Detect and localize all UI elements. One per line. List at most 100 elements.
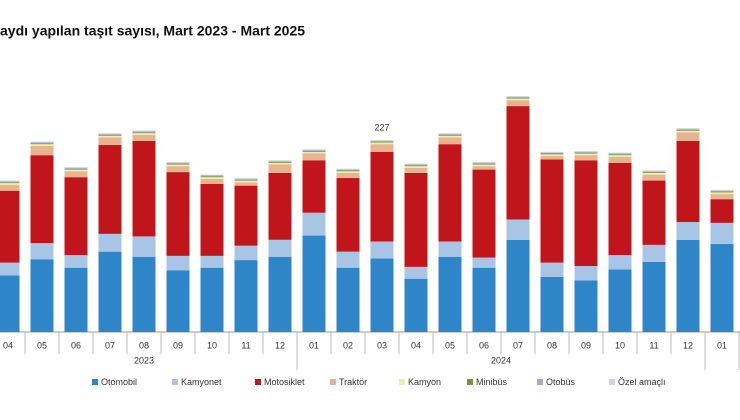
bar-segment	[472, 166, 496, 170]
bar-segment	[336, 178, 360, 252]
bar-segment	[472, 257, 496, 268]
bar-segment	[608, 162, 632, 256]
bar-segment	[676, 130, 700, 133]
bar-segment	[540, 152, 564, 154]
bar-segment	[98, 133, 122, 135]
bar-segment	[234, 178, 258, 180]
bar-segment	[0, 190, 20, 263]
bar-segment	[166, 270, 190, 332]
bar-segment	[506, 98, 530, 101]
x-tick-label: 08	[547, 340, 557, 350]
bar-segment	[404, 165, 428, 167]
bar-segment	[30, 142, 54, 144]
bar-segment	[234, 245, 258, 261]
x-tick-label: 01	[717, 340, 727, 350]
year-label: 2024	[491, 355, 511, 365]
bar-segment	[30, 259, 54, 332]
bar-segment	[30, 141, 54, 143]
bar-segment	[540, 154, 564, 157]
bar-segment	[404, 166, 428, 168]
bar-segment	[132, 131, 156, 133]
bar-segment	[98, 233, 122, 252]
bar-segment	[404, 266, 428, 279]
chart-title: aydı yapılan taşıt sayısı, Mart 2023 - M…	[0, 23, 305, 39]
bar-segment	[268, 161, 292, 163]
x-tick-label: 01	[309, 340, 319, 350]
bar-segment	[98, 145, 122, 234]
bar-segment	[98, 134, 122, 136]
bar-segment	[438, 133, 462, 135]
bar-segment	[268, 162, 292, 165]
bar-segment	[30, 155, 54, 244]
bar-segment	[166, 163, 190, 165]
bar-segment	[642, 180, 666, 245]
bar-segment	[0, 275, 20, 332]
bar-segment	[370, 142, 394, 145]
bar-segment	[574, 280, 598, 332]
bar-segment	[676, 128, 700, 130]
bar-segment	[676, 129, 700, 131]
bar-segment	[642, 170, 666, 172]
bar-segment	[676, 140, 700, 223]
bar-segment	[506, 106, 530, 220]
x-tick-label: 03	[377, 340, 387, 350]
bar-segment	[574, 150, 598, 152]
bar-segment	[608, 156, 632, 163]
bar-segment	[166, 172, 190, 256]
bar-segment	[642, 174, 666, 181]
bar-segment	[234, 260, 258, 332]
legend-swatch	[609, 379, 615, 385]
bar-segment	[302, 151, 326, 154]
bar-segment	[370, 258, 394, 332]
x-tick-label: 11	[241, 340, 250, 350]
bar-segment	[234, 182, 258, 186]
bar-segment	[30, 243, 54, 260]
bar-segment	[336, 267, 360, 332]
bar-segment	[710, 222, 734, 245]
bar-segment	[0, 181, 20, 183]
bar-segment	[200, 175, 224, 177]
legend-label: Kamyonet	[181, 377, 222, 387]
x-tick-label: 06	[479, 340, 489, 350]
bar-segment	[336, 251, 360, 268]
bar-segment	[64, 255, 88, 268]
legend-label: Özel amaçlı	[618, 377, 666, 387]
bar-segment	[676, 239, 700, 332]
bar-segment	[404, 164, 428, 166]
bar-segment	[200, 177, 224, 179]
bar-segment	[98, 135, 122, 138]
bar-segment	[370, 141, 394, 143]
bar-segment	[472, 169, 496, 258]
bar-segment	[268, 172, 292, 240]
bar-segment	[574, 153, 598, 156]
bar-segment	[302, 153, 326, 161]
bar-segment	[472, 161, 496, 163]
bar-segment	[438, 256, 462, 332]
bar-segment	[642, 172, 666, 173]
x-tick-label: 09	[581, 340, 591, 350]
bar-segment	[200, 183, 224, 256]
x-tick-label: 12	[275, 340, 285, 350]
bar-segment	[676, 132, 700, 141]
bar-segment	[370, 151, 394, 242]
legend-swatch	[330, 379, 336, 385]
bar-segment	[0, 184, 20, 191]
bar-segment	[336, 170, 360, 172]
bar-segment	[302, 150, 326, 151]
bar-segment	[268, 164, 292, 173]
bar-segment	[64, 169, 88, 172]
bar-segment	[302, 235, 326, 332]
bar-segment	[438, 134, 462, 136]
bar-segment	[404, 163, 428, 165]
bar-segment	[336, 168, 360, 170]
x-tick-label: 05	[445, 340, 455, 350]
bar-segment	[540, 159, 564, 263]
legend-swatch	[399, 379, 405, 385]
bar-segment	[132, 134, 156, 141]
bar-segment	[64, 167, 88, 169]
bar-segment	[438, 135, 462, 138]
bar-segment	[166, 161, 190, 163]
bar-segment	[268, 161, 292, 162]
bar-segment	[302, 150, 326, 152]
bar-segment	[0, 262, 20, 276]
